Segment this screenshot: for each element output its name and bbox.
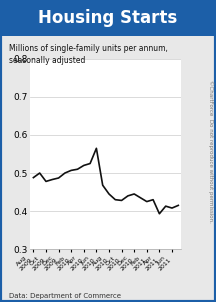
Text: ©ChartForce  Do not reproduce without permission.: ©ChartForce Do not reproduce without per… [208,79,213,223]
Text: Housing Starts: Housing Starts [38,9,178,27]
Text: Millions of single-family units per annum,
seasonally adjusted: Millions of single-family units per annu… [9,44,168,65]
Text: Data: Department of Commerce: Data: Department of Commerce [9,293,121,299]
